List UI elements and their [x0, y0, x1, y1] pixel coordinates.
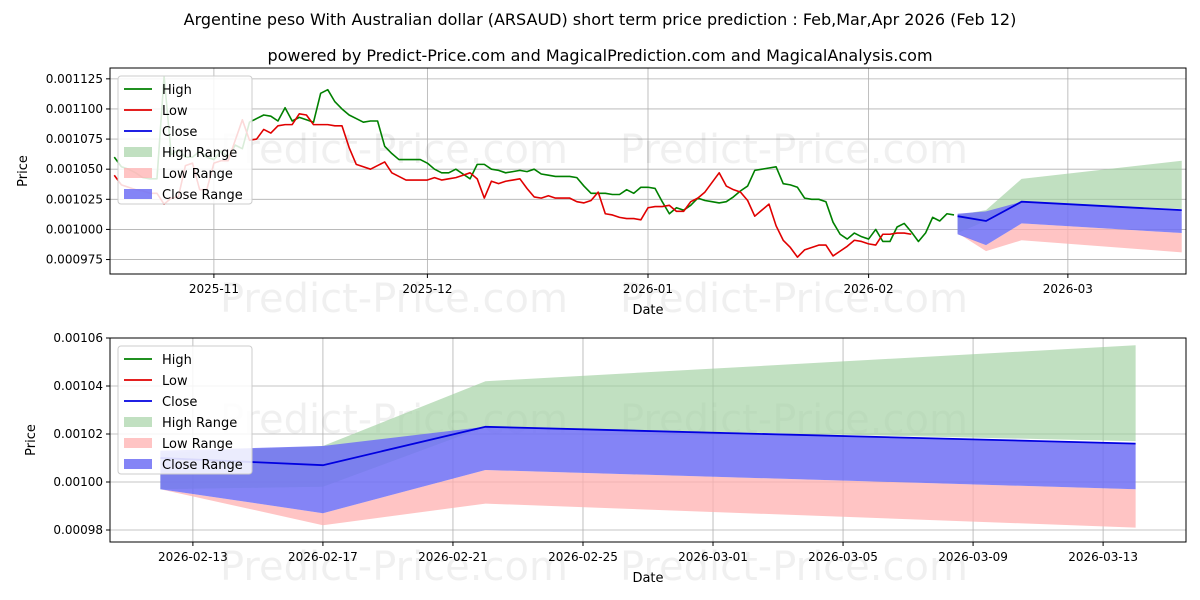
bottom-y-tick-label: 0.00106 — [53, 331, 103, 345]
top-legend-label: High Range — [162, 146, 237, 161]
bottom-legend-swatch-low-range — [124, 438, 152, 448]
top-x-tick-label: 2026-02 — [844, 282, 894, 296]
top-x-tick-label: 2025-12 — [402, 282, 452, 296]
bottom-legend-label: High — [162, 353, 192, 368]
watermark: Predict-Price.com — [220, 127, 568, 173]
bottom-y-tick-label: 0.00100 — [53, 475, 103, 489]
bottom-y-tick-label: 0.00102 — [53, 427, 103, 441]
bottom-legend-swatch-high-range — [124, 417, 152, 427]
bottom-legend-label: High Range — [162, 416, 237, 431]
top-close-range-band — [957, 201, 1182, 246]
bottom-x-tick-label: 2026-03-01 — [678, 550, 748, 564]
watermark: Predict-Price.com — [620, 127, 968, 173]
top-legend-label: Close — [162, 125, 197, 140]
top-x-tick-label: 2026-03 — [1043, 282, 1093, 296]
top-legend-label: Low — [162, 104, 188, 119]
bottom-x-axis-label: Date — [632, 571, 663, 586]
bottom-x-tick-label: 2026-03-13 — [1068, 550, 1138, 564]
top-x-axis-label: Date — [632, 303, 663, 318]
bottom-x-tick-label: 2026-02-13 — [158, 550, 228, 564]
watermark: Predict-Price.com — [220, 544, 568, 590]
bottom-close-range-band — [160, 426, 1136, 514]
bottom-y-tick-label: 0.00104 — [53, 379, 103, 393]
top-legend-swatch-close-range — [124, 189, 152, 199]
top-high-line — [113, 75, 955, 243]
chart-subtitle: powered by Predict-Price.com and Magical… — [267, 46, 933, 65]
top-close-line — [957, 200, 1182, 222]
top-x-tick-label: 2025-11 — [189, 282, 239, 296]
top-legend-label: Low Range — [162, 167, 233, 182]
bottom-low-range-band — [160, 470, 1136, 528]
top-y-tick-label: 0.001100 — [46, 102, 103, 116]
top-y-tick-label: 0.001050 — [46, 162, 103, 176]
watermark: Predict-Price.com — [220, 276, 568, 322]
bottom-x-tick-label: 2026-02-17 — [288, 550, 358, 564]
bottom-x-tick-label: 2026-02-21 — [418, 550, 488, 564]
top-y-tick-label: 0.001000 — [46, 222, 103, 236]
top-y-tick-label: 0.001125 — [46, 72, 103, 86]
chart-title: Argentine peso With Australian dollar (A… — [183, 10, 1017, 29]
top-y-tick-label: 0.000975 — [46, 253, 103, 267]
bottom-legend-label: Close Range — [162, 458, 243, 473]
top-high-range-band — [957, 160, 1182, 234]
top-legend-label: Close Range — [162, 188, 243, 203]
bottom-x-tick-label: 2026-03-09 — [938, 550, 1008, 564]
bottom-legend-swatch-close-range — [124, 459, 152, 469]
top-y-axis-label: Price — [16, 155, 31, 187]
top-legend-label: High — [162, 83, 192, 98]
watermark: Predict-Price.com — [620, 276, 968, 322]
bottom-plot-frame — [109, 337, 1187, 543]
bottom-legend-label: Close — [162, 395, 197, 410]
top-x-tick-label: 2026-01 — [623, 282, 673, 296]
top-y-tick-label: 0.001075 — [46, 132, 103, 146]
top-legend-swatch-high-range — [124, 147, 152, 157]
bottom-x-tick-label: 2026-03-05 — [808, 550, 878, 564]
top-low-range-band — [957, 223, 1182, 253]
top-y-tick-label: 0.001025 — [46, 192, 103, 206]
bottom-y-tick-label: 0.00098 — [53, 523, 103, 537]
top-legend-swatch-low-range — [124, 168, 152, 178]
watermark: Predict-Price.com — [620, 544, 968, 590]
bottom-legend-label: Low Range — [162, 437, 233, 452]
bottom-y-axis-label: Price — [24, 424, 39, 456]
bottom-x-tick-label: 2026-02-25 — [548, 550, 618, 564]
bottom-legend-label: Low — [162, 374, 188, 389]
